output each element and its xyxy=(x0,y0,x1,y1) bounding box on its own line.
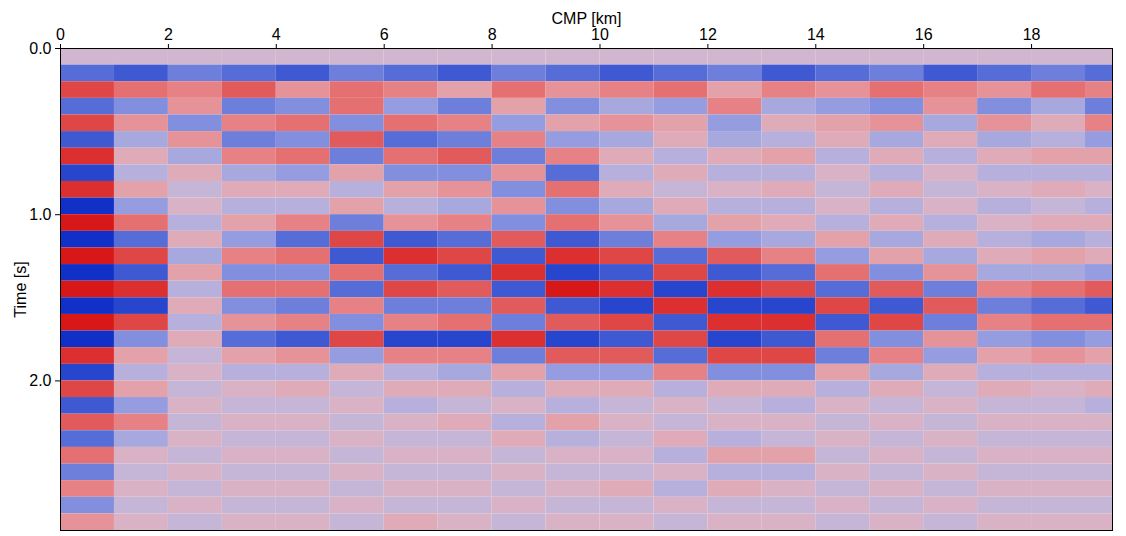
svg-text:14: 14 xyxy=(807,26,825,43)
svg-text:1.0: 1.0 xyxy=(29,206,51,223)
svg-text:16: 16 xyxy=(915,26,933,43)
svg-text:8: 8 xyxy=(488,26,497,43)
svg-text:Time [s]: Time [s] xyxy=(12,261,29,317)
svg-text:6: 6 xyxy=(380,26,389,43)
svg-text:2: 2 xyxy=(164,26,173,43)
svg-text:0: 0 xyxy=(56,26,65,43)
svg-text:18: 18 xyxy=(1023,26,1041,43)
svg-text:0.0: 0.0 xyxy=(29,40,51,57)
svg-text:CMP [km]: CMP [km] xyxy=(552,10,622,27)
svg-text:12: 12 xyxy=(699,26,717,43)
svg-text:2.0: 2.0 xyxy=(29,372,51,389)
svg-text:4: 4 xyxy=(272,26,281,43)
svg-text:10: 10 xyxy=(591,26,609,43)
